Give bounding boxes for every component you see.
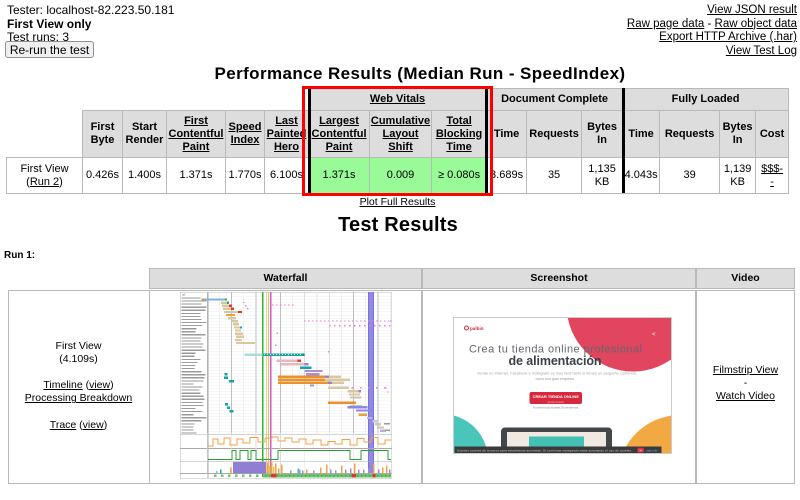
- svg-text:¡Está Gratis!: ¡Está Gratis!: [547, 400, 564, 404]
- svg-text:<: <: [652, 332, 656, 338]
- svg-text:más info: más info: [646, 448, 658, 452]
- svg-text:de alimentación: de alimentación: [508, 354, 601, 368]
- svg-text:Crea tu tienda online profesio: Crea tu tienda online profesional: [469, 344, 642, 356]
- svg-text:palbin: palbin: [470, 326, 484, 331]
- svg-text:Usamos cookies de terceros par: Usamos cookies de terceros para estadíst…: [457, 448, 632, 452]
- svg-text:como una gran empresa.: como una gran empresa.: [535, 377, 574, 381]
- svg-text:Vende en internet, Facebook e: Vende en internet, Facebook e Instagram …: [477, 372, 637, 376]
- svg-text:No debes introducir tu tarjeta: No debes introducir tu tarjeta. Sin perm…: [532, 406, 578, 410]
- svg-text:OK: OK: [638, 448, 642, 452]
- svg-text:CREAR TIENDA ONLINE: CREAR TIENDA ONLINE: [532, 394, 579, 399]
- svg-text:url: url: [182, 293, 186, 297]
